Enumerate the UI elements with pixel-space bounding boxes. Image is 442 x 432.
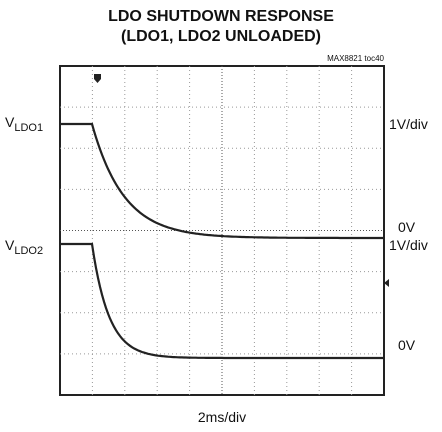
scale-label: 1V/div <box>389 237 428 253</box>
label: V <box>5 114 15 130</box>
trigger-marker <box>94 74 101 83</box>
ground-label: 0V <box>398 337 416 353</box>
time-scale: 2ms/div <box>198 409 246 425</box>
ground-label: 0V <box>398 219 416 235</box>
trace <box>60 122 384 240</box>
channel-label: VLDO1 <box>5 114 43 134</box>
chart-title: LDO SHUTDOWN RESPONSE <box>108 8 334 25</box>
label-sub: LDO1 <box>14 122 43 134</box>
graticule <box>60 66 384 395</box>
figure-id: MAX8821 toc40 <box>327 54 384 63</box>
channel-label: VLDO2 <box>5 237 43 257</box>
scale-label: 1V/div <box>389 116 428 132</box>
chart-title: (LDO1, LDO2 UNLOADED) <box>121 28 321 45</box>
label: V <box>5 237 15 253</box>
trace <box>60 242 384 360</box>
label-sub: LDO2 <box>14 245 43 257</box>
offset-marker <box>384 279 389 287</box>
